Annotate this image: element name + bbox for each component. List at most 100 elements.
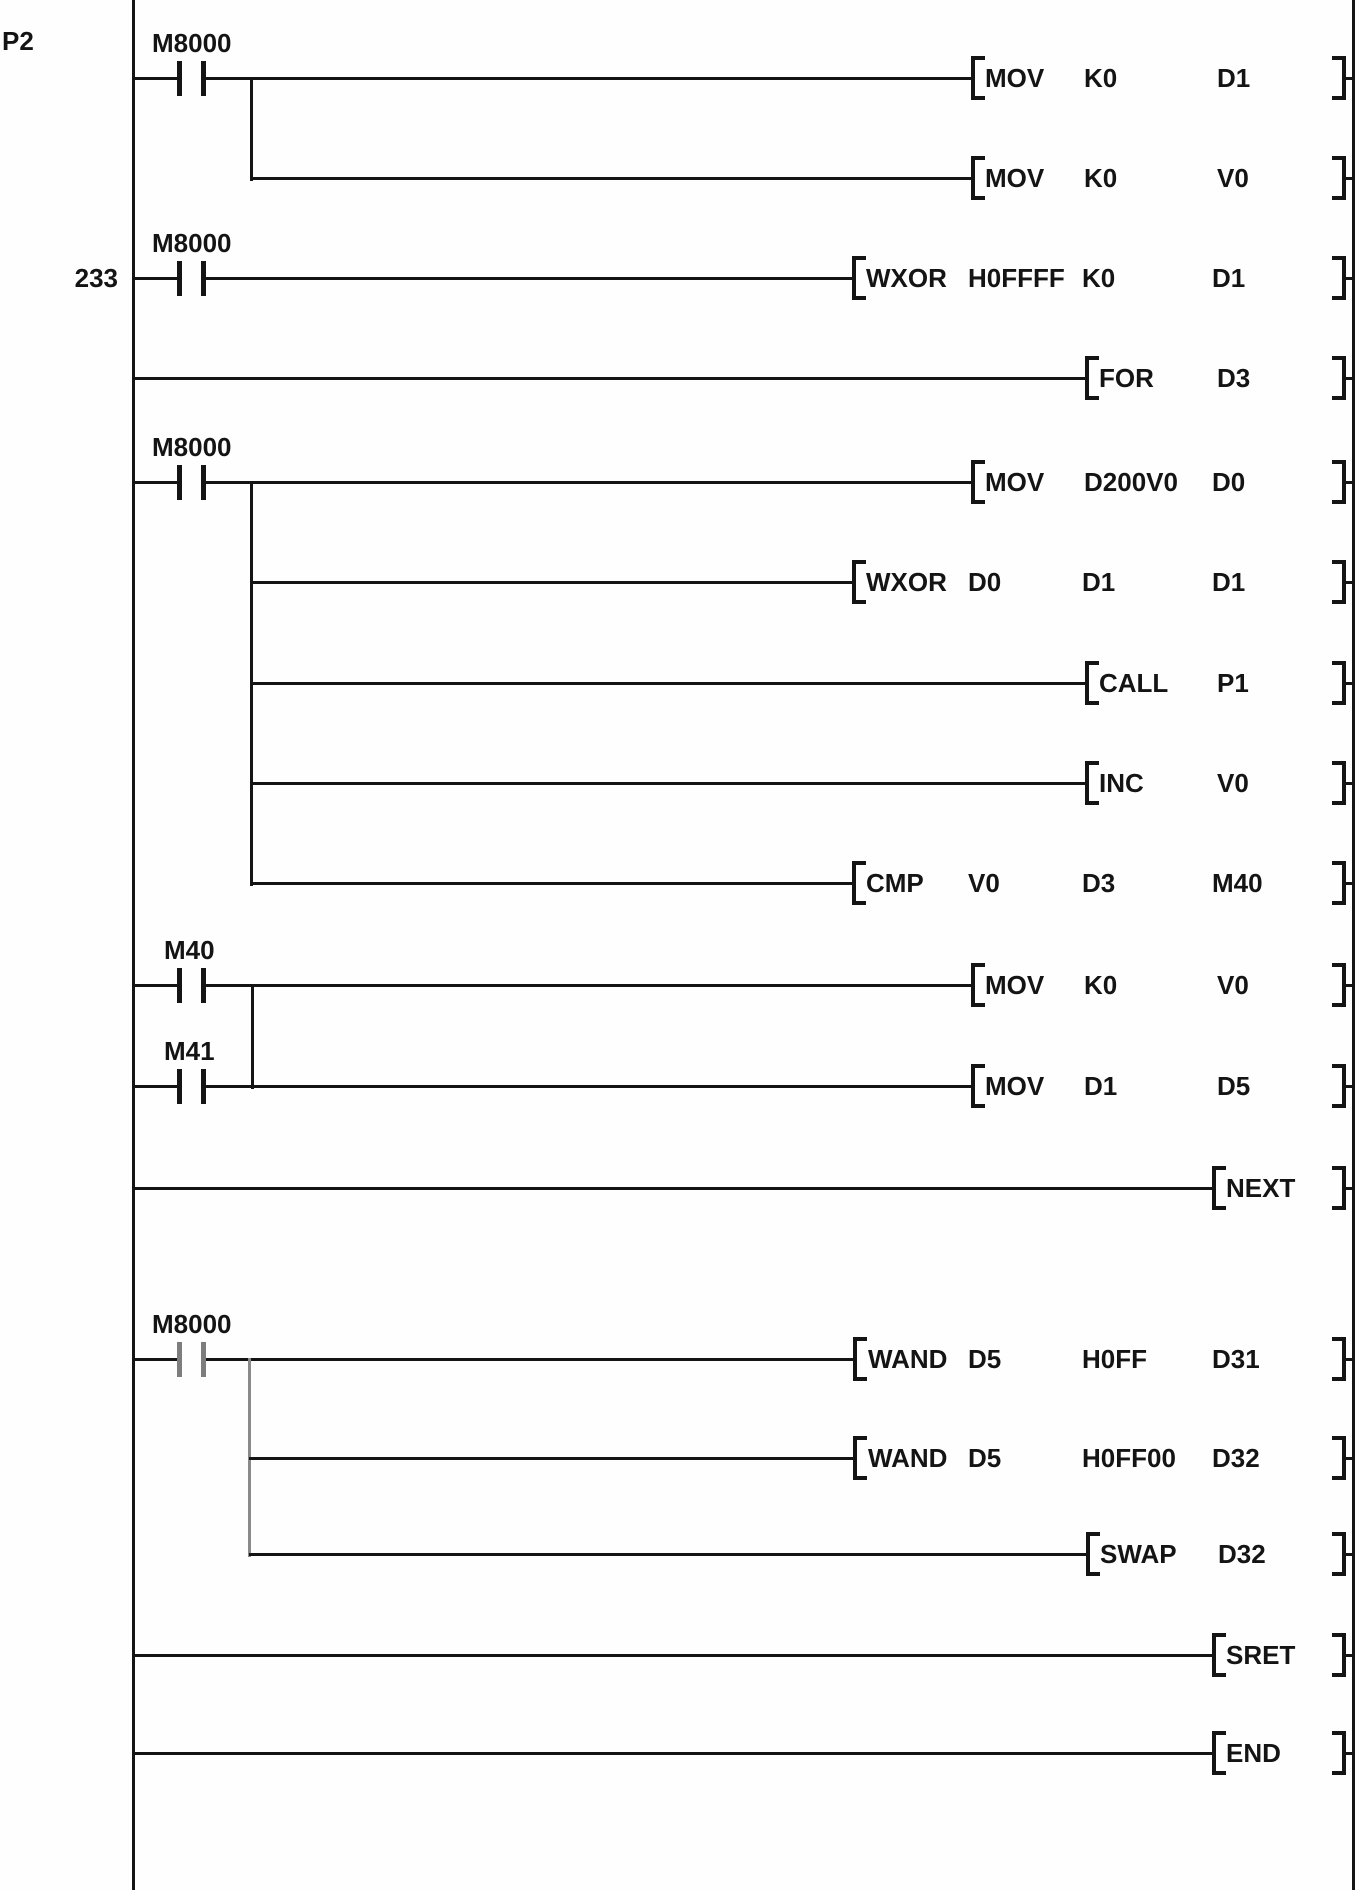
open-bracket	[852, 256, 866, 300]
operand-1: D5	[968, 1443, 1002, 1473]
operand-2: H0FF	[1082, 1344, 1147, 1374]
operand-2: V0	[1217, 163, 1249, 193]
rail-stub	[1345, 377, 1353, 380]
rail-stub	[1345, 682, 1353, 685]
instruction-mnemonic: MOV	[985, 467, 1045, 497]
rung-line	[206, 1358, 853, 1361]
rail-stub	[1345, 1752, 1353, 1755]
rail-stub	[1345, 1654, 1353, 1657]
contact-bar	[201, 968, 206, 1003]
close-bracket	[1332, 460, 1346, 504]
rail-stub	[1345, 1457, 1353, 1460]
contact-bar	[177, 968, 182, 1003]
instruction-mnemonic: MOV	[985, 1071, 1045, 1101]
right-power-rail	[1352, 0, 1355, 1890]
instruction-mnemonic: MOV	[985, 970, 1045, 1000]
open-bracket	[1085, 661, 1099, 705]
operand-2: D1	[1217, 63, 1251, 93]
instruction-mnemonic: INC	[1099, 768, 1144, 798]
operand-1: D200V0	[1084, 467, 1178, 497]
close-bracket	[1332, 1436, 1346, 1480]
rail-stub	[1345, 481, 1353, 484]
branch-line	[250, 77, 253, 181]
operand-2: D1	[1082, 567, 1116, 597]
contact-bar	[177, 1342, 182, 1377]
step-number: 233	[74, 263, 118, 293]
contact-bar	[177, 1069, 182, 1104]
instruction-mnemonic: CMP	[866, 868, 924, 898]
close-bracket	[1332, 156, 1346, 200]
close-bracket	[1332, 861, 1346, 905]
operand-3: M40	[1212, 868, 1263, 898]
open-bracket	[853, 1337, 867, 1381]
rung-line	[133, 1358, 177, 1361]
operand-3: D32	[1212, 1443, 1260, 1473]
rung-line	[206, 77, 972, 80]
close-bracket	[1332, 1166, 1346, 1210]
instruction-mnemonic: WAND	[868, 1344, 948, 1374]
rung-line	[133, 1752, 1213, 1755]
contact-label: M41	[164, 1036, 215, 1066]
open-bracket	[1212, 1166, 1226, 1210]
rung-line	[133, 481, 177, 484]
contact-label: M8000	[152, 28, 232, 58]
contact-label: M8000	[152, 228, 232, 258]
operand-1: D0	[968, 567, 1002, 597]
rung-line	[206, 481, 972, 484]
instruction-mnemonic: FOR	[1099, 363, 1154, 393]
rail-stub	[1345, 1358, 1353, 1361]
instruction-mnemonic: WXOR	[866, 263, 947, 293]
operand-2: V0	[1217, 970, 1249, 1000]
rail-stub	[1345, 782, 1353, 785]
open-bracket	[971, 460, 985, 504]
operand-2: D3	[1082, 868, 1116, 898]
rung-line	[133, 1187, 1213, 1190]
contact-bar	[177, 465, 182, 500]
branch-line	[251, 984, 254, 1089]
rung-line	[206, 1085, 972, 1088]
operand-3: D31	[1212, 1344, 1260, 1374]
open-bracket	[971, 963, 985, 1007]
contact-label: M40	[164, 935, 215, 965]
operand-1: K0	[1084, 970, 1118, 1000]
operand-1: K0	[1084, 163, 1118, 193]
rung-line	[249, 1457, 853, 1460]
rung-line	[133, 277, 177, 280]
rail-stub	[1345, 77, 1353, 80]
contact-bar	[177, 61, 182, 96]
open-bracket	[1085, 356, 1099, 400]
operand-3: D1	[1212, 567, 1246, 597]
open-bracket	[852, 560, 866, 604]
instruction-mnemonic: WXOR	[866, 567, 947, 597]
operand-2: K0	[1082, 263, 1116, 293]
close-bracket	[1332, 761, 1346, 805]
operand-3: D1	[1212, 263, 1246, 293]
open-bracket	[852, 861, 866, 905]
open-bracket	[971, 1064, 985, 1108]
rung-line	[251, 782, 1086, 785]
close-bracket	[1332, 661, 1346, 705]
left-power-rail	[132, 0, 135, 1890]
operand-1: D32	[1218, 1539, 1266, 1569]
instruction-mnemonic: MOV	[985, 63, 1045, 93]
instruction-mnemonic: SRET	[1226, 1640, 1296, 1670]
rail-stub	[1345, 581, 1353, 584]
close-bracket	[1332, 356, 1346, 400]
operand-1: K0	[1084, 63, 1118, 93]
rail-stub	[1345, 1553, 1353, 1556]
operand-2: D5	[1217, 1071, 1251, 1101]
rung-line	[133, 1085, 177, 1088]
rail-stub	[1345, 277, 1353, 280]
instruction-mnemonic: NEXT	[1226, 1173, 1296, 1203]
rung-line	[133, 377, 1086, 380]
operand-1: H0FFFF	[968, 263, 1065, 293]
instruction-mnemonic: END	[1226, 1738, 1281, 1768]
rail-stub	[1345, 984, 1353, 987]
rail-stub	[1345, 1085, 1353, 1088]
open-bracket	[971, 156, 985, 200]
close-bracket	[1332, 1337, 1346, 1381]
open-bracket	[971, 56, 985, 100]
close-bracket	[1332, 1064, 1346, 1108]
open-bracket	[1212, 1731, 1226, 1775]
contact-bar	[201, 1069, 206, 1104]
